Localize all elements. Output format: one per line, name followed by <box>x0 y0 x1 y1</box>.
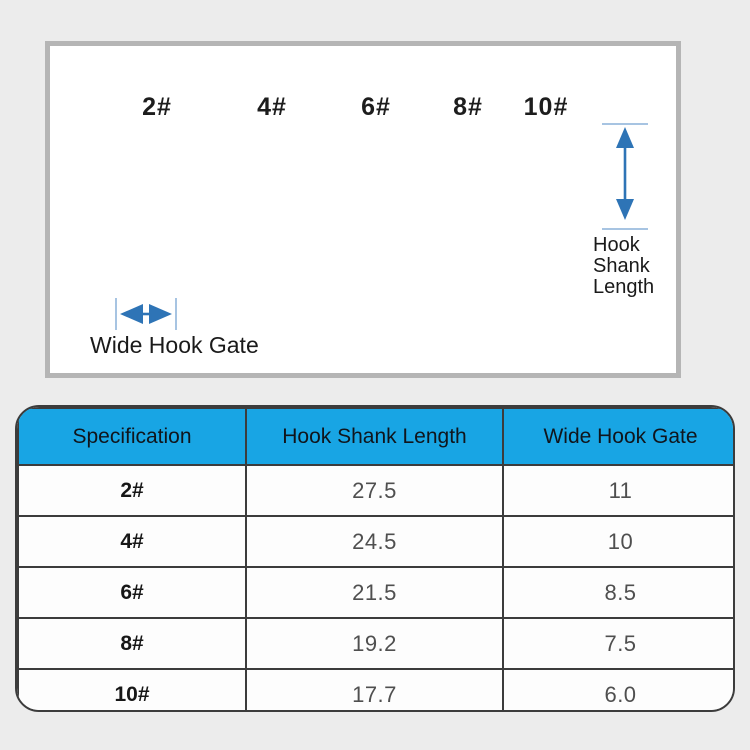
size-label: 6# <box>361 93 391 121</box>
table-row: 2# 27.5 11 <box>17 464 733 517</box>
specification-table: Specification Hook Shank Length Wide Hoo… <box>15 405 735 712</box>
shank-length-label: Hook Shank Length <box>593 234 655 298</box>
hook-gate-cell: 7.5 <box>502 617 733 670</box>
col-header-specification: Specification <box>17 407 247 466</box>
spec-table-body: 2# 27.5 11 4# 24.5 10 6# 21.5 8.5 8# 19.2 7.5 10# 17.… <box>17 464 733 710</box>
spec-cell: 2# <box>17 464 247 517</box>
table-row: 8# 19.2 7.5 <box>17 617 733 670</box>
feather-lure <box>86 125 198 313</box>
hook-gate-arrow-icon <box>115 298 177 330</box>
shank-length-arrow-icon <box>602 123 648 230</box>
spec-cell: 8# <box>17 617 247 670</box>
hook-gate-cell: 11 <box>502 464 733 517</box>
feather-lure <box>328 125 422 299</box>
hook-gate-cell: 6.0 <box>502 668 733 710</box>
hook-gate-cell: 8.5 <box>502 566 733 619</box>
hook-gate-label: Wide Hook Gate <box>90 332 259 358</box>
shank-length-cell: 19.2 <box>245 617 504 670</box>
spec-cell: 4# <box>17 515 247 568</box>
size-label: 4# <box>257 93 287 121</box>
feather-lure <box>426 128 510 286</box>
spec-table-header: Specification Hook Shank Length Wide Hoo… <box>17 407 733 466</box>
size-label: 8# <box>453 93 483 121</box>
size-label: 10# <box>523 93 569 121</box>
spec-table: Specification Hook Shank Length Wide Hoo… <box>17 407 733 710</box>
col-header-shank-length: Hook Shank Length <box>245 407 504 466</box>
spec-cell: 6# <box>17 566 247 619</box>
product-photo-panel: 2# 4# 6# 8# 10# Hook Shank Length Wide H… <box>45 41 681 378</box>
feather-lure <box>514 131 588 267</box>
shank-length-cell: 17.7 <box>245 668 504 710</box>
feather-lure <box>218 123 324 313</box>
size-label: 2# <box>142 93 172 121</box>
table-row: 6# 21.5 8.5 <box>17 566 733 619</box>
spec-cell: 10# <box>17 668 247 710</box>
col-header-hook-gate: Wide Hook Gate <box>502 407 733 466</box>
shank-length-cell: 24.5 <box>245 515 504 568</box>
shank-length-cell: 27.5 <box>245 464 504 517</box>
shank-length-cell: 21.5 <box>245 566 504 619</box>
hook-gate-cell: 10 <box>502 515 733 568</box>
table-row: 4# 24.5 10 <box>17 515 733 568</box>
table-row: 10# 17.7 6.0 <box>17 668 733 710</box>
